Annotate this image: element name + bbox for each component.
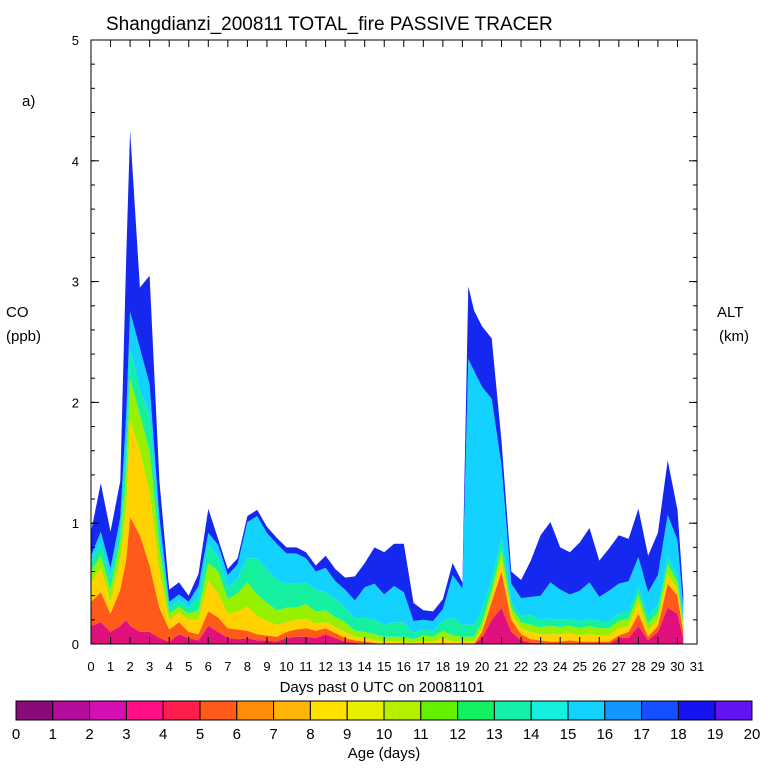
x-tick-label: 12: [318, 659, 332, 674]
area-series-0-3: [91, 607, 684, 644]
colorbar-swatch: [273, 700, 311, 721]
x-tick-label: 5: [185, 659, 192, 674]
colorbar-swatch: [199, 700, 238, 721]
area-series-15-18: [91, 311, 684, 634]
stacked-areas: [91, 130, 684, 644]
colorbar: [15, 700, 753, 721]
x-tick-label: 21: [494, 659, 508, 674]
colorbar-tick-label: 17: [633, 726, 650, 743]
colorbar-ticks: 0 1 2 3 4 5 6 7 8 9 10 11 12 13 14 15 16 17 18 19 20: [12, 726, 761, 743]
y-tick-label: 4: [72, 154, 79, 169]
x-tick-label: 8: [244, 659, 251, 674]
colorbar-swatch: [125, 700, 164, 721]
x-tick-label: 31: [690, 659, 704, 674]
colorbar-swatch: [530, 700, 569, 721]
colorbar-swatch: [346, 700, 385, 721]
colorbar-label: Age (days): [348, 745, 421, 762]
colorbar-tick-label: 18: [670, 726, 687, 743]
x-tick-label: 1: [107, 659, 114, 674]
x-tick-label: 6: [205, 659, 212, 674]
colorbar-tick-label: 5: [196, 726, 204, 743]
colorbar-tick-label: 14: [523, 726, 540, 743]
y-tick-label: 2: [72, 395, 79, 410]
area-series-18-20: [91, 130, 684, 621]
colorbar-tick-label: 2: [85, 726, 93, 743]
colorbar-swatch: [420, 700, 459, 721]
colorbar-swatch: [714, 700, 753, 721]
colorbar-swatch: [493, 700, 532, 721]
colorbar-swatch: [677, 700, 716, 721]
y-ticks: 0 1 2 3 4 5: [72, 33, 697, 652]
colorbar-tick-label: 4: [159, 726, 167, 743]
colorbar-tick-label: 9: [343, 726, 351, 743]
x-tick-label: 29: [651, 659, 665, 674]
colorbar-swatch: [641, 700, 679, 721]
x-tick-label: 3: [146, 659, 153, 674]
x-tick-label: 17: [416, 659, 430, 674]
x-tick-label: 7: [224, 659, 231, 674]
colorbar-tick-label: 11: [413, 726, 429, 743]
colorbar-tick-label: 20: [744, 726, 761, 743]
x-tick-label: 18: [436, 659, 450, 674]
x-tick-label: 23: [533, 659, 547, 674]
x-ticks: 0 1 2 3 4 5 6 7 8 9 10 11 12 13 14 15 16 17 18 19 20 21 22 23 24…: [87, 40, 704, 674]
colorbar-swatch: [52, 700, 91, 721]
y-tick-label: 3: [72, 275, 79, 290]
x-tick-label: 24: [553, 659, 567, 674]
colorbar-tick-label: 10: [376, 726, 393, 743]
x-tick-label: 10: [279, 659, 293, 674]
x-tick-label: 13: [338, 659, 352, 674]
colorbar-swatch: [383, 700, 422, 721]
colorbar-tick-label: 19: [707, 726, 724, 743]
chart-title: Shangdianzi_200811 TOTAL_fire PASSIVE TR…: [106, 14, 553, 35]
x-tick-label: 30: [670, 659, 684, 674]
x-tick-label: 22: [514, 659, 528, 674]
colorbar-tick-label: 1: [49, 726, 57, 743]
colorbar-swatch: [567, 700, 606, 721]
colorbar-tick-label: 16: [596, 726, 613, 743]
colorbar-swatch: [457, 700, 495, 721]
colorbar-tick-label: 6: [233, 726, 241, 743]
colorbar-swatch: [89, 700, 127, 721]
x-tick-label: 27: [612, 659, 626, 674]
colorbar-tick-label: 13: [486, 726, 503, 743]
y-axis-label-left-1: CO: [6, 304, 29, 321]
y-tick-label: 0: [72, 637, 79, 652]
colorbar-swatch: [236, 700, 275, 721]
colorbar-swatch: [604, 700, 643, 721]
x-tick-label: 14: [357, 659, 371, 674]
x-tick-label: 16: [397, 659, 411, 674]
x-tick-label: 25: [572, 659, 586, 674]
colorbar-tick-label: 15: [560, 726, 577, 743]
y-axis-label-right-1: ALT: [717, 304, 743, 321]
colorbar-swatch: [15, 700, 54, 721]
x-tick-label: 15: [377, 659, 391, 674]
x-tick-label: 26: [592, 659, 606, 674]
colorbar-swatch: [162, 700, 201, 721]
area-series-3-6: [91, 517, 684, 644]
x-tick-label: 2: [126, 659, 133, 674]
x-tick-label: 20: [475, 659, 489, 674]
plot-frame: [90, 39, 698, 645]
y-tick-label: 1: [72, 516, 79, 531]
y-axis-label-right-2: (km): [719, 328, 749, 345]
x-tick-label: 28: [631, 659, 645, 674]
y-tick-label: 5: [72, 33, 79, 48]
x-tick-label: 4: [166, 659, 173, 674]
colorbar-swatch: [309, 700, 348, 721]
x-axis-label: Days past 0 UTC on 20081101: [280, 679, 485, 696]
colorbar-tick-label: 8: [306, 726, 314, 743]
x-tick-label: 0: [87, 659, 94, 674]
colorbar-tick-label: 7: [269, 726, 277, 743]
colorbar-tick-label: 3: [122, 726, 130, 743]
panel-label: a): [22, 93, 35, 110]
colorbar-tick-label: 0: [12, 726, 20, 743]
colorbar-tick-label: 12: [449, 726, 466, 743]
x-tick-label: 19: [455, 659, 469, 674]
x-tick-label: 9: [263, 659, 270, 674]
x-tick-label: 11: [299, 659, 313, 674]
plot-area: [91, 40, 697, 644]
y-axis-label-left-2: (ppb): [6, 328, 41, 345]
